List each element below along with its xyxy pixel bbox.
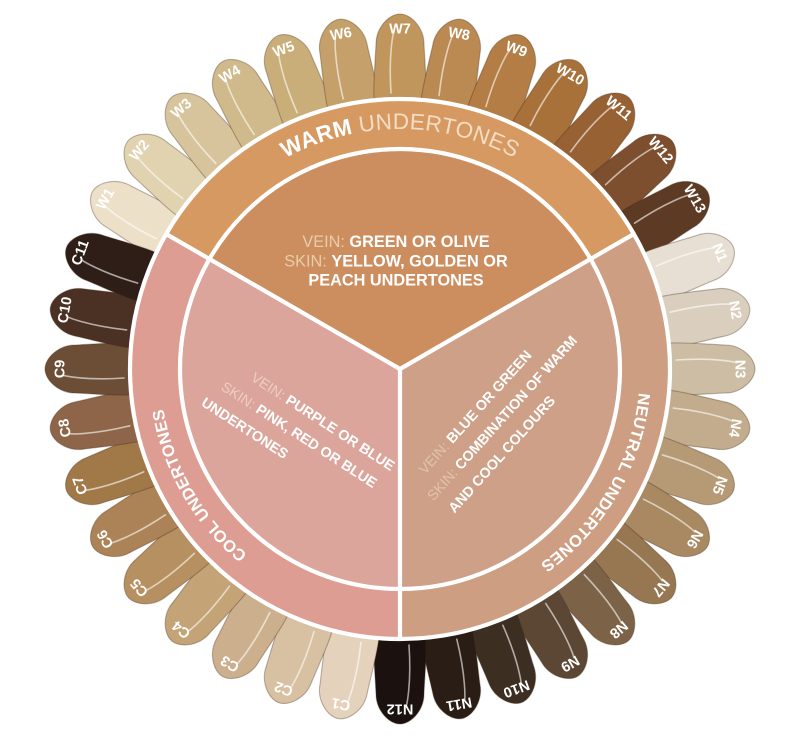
- svg-text:PEACH UNDERTONES: PEACH UNDERTONES: [308, 272, 483, 290]
- svg-text:N3: N3: [732, 360, 748, 379]
- svg-text:N4: N4: [725, 417, 744, 438]
- svg-text:N2: N2: [725, 299, 744, 320]
- svg-text:C1: C1: [330, 694, 351, 713]
- svg-text:W7: W7: [389, 21, 411, 37]
- svg-text:N12: N12: [387, 701, 414, 717]
- svg-text:VEIN: GREEN OR OLIVE: VEIN: GREEN OR OLIVE: [302, 233, 489, 251]
- svg-text:C9: C9: [52, 360, 68, 379]
- svg-text:C8: C8: [56, 417, 75, 438]
- svg-text:SKIN: YELLOW, GOLDEN OR: SKIN: YELLOW, GOLDEN OR: [284, 252, 508, 270]
